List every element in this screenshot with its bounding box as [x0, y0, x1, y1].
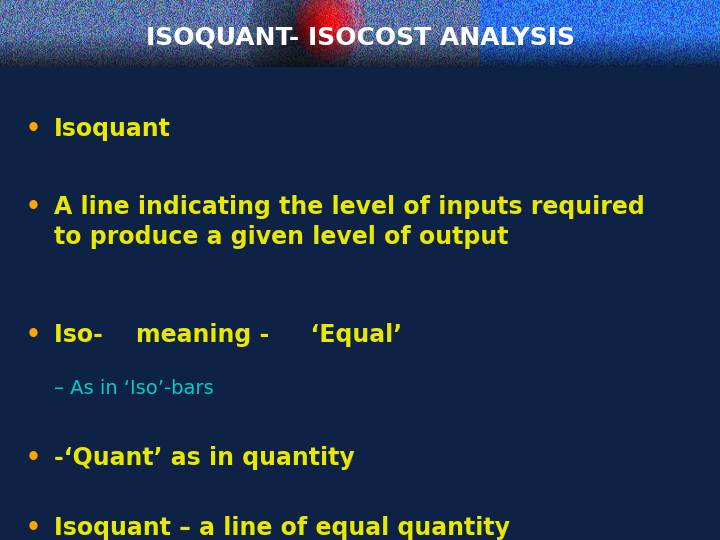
Text: ISOQUANT- ISOCOST ANALYSIS: ISOQUANT- ISOCOST ANALYSIS: [145, 25, 575, 49]
Text: A line indicating the level of inputs required
to produce a given level of outpu: A line indicating the level of inputs re…: [54, 195, 644, 249]
Text: Iso-    meaning -     ‘Equal’: Iso- meaning - ‘Equal’: [54, 322, 402, 347]
Text: •: •: [25, 322, 40, 347]
Text: -‘Quant’ as in quantity: -‘Quant’ as in quantity: [54, 446, 355, 469]
Text: Isoquant – a line of equal quantity: Isoquant – a line of equal quantity: [54, 516, 510, 540]
Text: •: •: [25, 446, 40, 469]
Text: Isoquant: Isoquant: [54, 117, 171, 141]
Text: •: •: [25, 195, 40, 219]
Text: •: •: [25, 117, 40, 141]
Text: •: •: [25, 516, 40, 540]
Text: – As in ‘Iso’-bars: – As in ‘Iso’-bars: [54, 379, 214, 399]
